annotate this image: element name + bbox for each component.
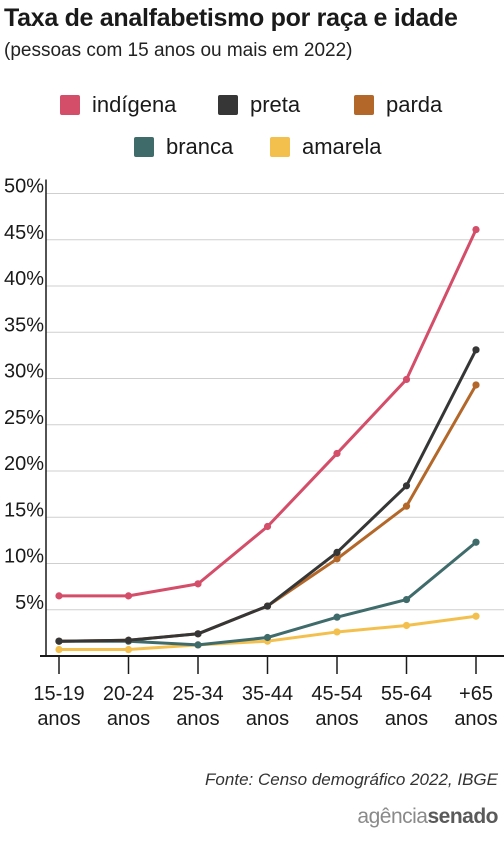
x-tick-label: 35-44 (242, 683, 293, 705)
x-tick-label: 15-19 (33, 683, 84, 705)
legend-swatch (354, 95, 374, 115)
y-tick-label: 35% (4, 314, 44, 336)
data-point-1-3 (263, 602, 272, 610)
x-tick-label-unit: anos (37, 708, 80, 730)
x-tick-label-unit: anos (176, 708, 219, 730)
x-tick-label: +65 (459, 683, 493, 705)
data-point-0-6 (472, 225, 480, 234)
series-line-0 (57, 228, 478, 598)
x-tick-label: 20-24 (103, 683, 154, 705)
series-line-3 (57, 540, 478, 647)
data-point-1-0 (55, 637, 63, 645)
legend-label: parda (386, 92, 443, 117)
x-tick-label-unit: anos (315, 708, 358, 730)
chart-subtitle: (pessoas com 15 anos ou mais em 2022) (4, 40, 353, 61)
data-point-3-2 (194, 641, 202, 649)
x-tick-label-unit: anos (107, 708, 150, 730)
x-tick-label: 25-34 (172, 683, 223, 705)
data-point-0-1 (124, 592, 133, 600)
legend-label: branca (166, 134, 234, 159)
data-point-0-3 (263, 522, 272, 531)
x-tick-label: 55-64 (381, 683, 432, 705)
legend-label: indígena (92, 92, 177, 117)
legend-label: amarela (302, 134, 382, 159)
legend-item-indigena: indígena (60, 92, 176, 118)
y-tick-label: 25% (4, 407, 44, 429)
data-point-3-4 (333, 613, 341, 621)
data-point-1-1 (124, 636, 133, 644)
data-point-0-0 (55, 592, 63, 600)
data-point-0-5 (402, 375, 411, 384)
source-note: Fonte: Censo demográfico 2022, IBGE (205, 770, 498, 789)
data-point-1-2 (194, 630, 202, 638)
data-point-3-6 (472, 538, 480, 546)
data-point-0-2 (194, 580, 202, 588)
data-point-2-6 (472, 381, 480, 389)
data-point-2-5 (402, 502, 411, 510)
data-point-4-6 (472, 612, 480, 620)
y-tick-label: 20% (4, 453, 44, 475)
legend-swatch (60, 95, 80, 115)
legend-item-preta: preta (218, 92, 300, 118)
y-tick-label: 10% (4, 546, 44, 568)
data-point-3-5 (402, 595, 411, 604)
data-point-4-4 (333, 628, 341, 636)
legend-swatch (270, 137, 290, 157)
legend-label: preta (250, 92, 301, 117)
y-tick-label: 5% (15, 592, 44, 614)
legend-item-parda: parda (354, 92, 442, 118)
y-tick-label: 40% (4, 268, 44, 290)
legend-item-branca: branca (134, 134, 233, 160)
x-tick-label-unit: anos (246, 708, 289, 730)
x-tick-label-unit: anos (385, 708, 428, 730)
data-point-4-0 (55, 645, 63, 654)
line-chart: 5% 10% 15% 20% 25% 30% 35% 40% 45% 50% 15-19 anos 20… (4, 176, 504, 730)
data-point-4-5 (402, 621, 411, 630)
legend-item-amarela: amarela (270, 134, 381, 160)
y-tick-label: 15% (4, 499, 44, 521)
y-tick-label: 50% (4, 176, 44, 198)
data-point-2-4 (333, 555, 341, 563)
chart-title: Taxa de analfabetismo por raça e idade (4, 4, 458, 32)
data-point-1-4 (333, 548, 341, 557)
data-point-1-6 (472, 346, 480, 354)
data-point-3-3 (263, 633, 272, 642)
data-point-1-5 (402, 482, 411, 490)
agency-logo: agênciasenado (357, 805, 498, 828)
y-tick-label: 45% (4, 222, 44, 244)
x-tick-label: 45-54 (311, 683, 362, 705)
y-tick-label: 30% (4, 361, 44, 383)
x-tick-label-unit: anos (454, 708, 497, 730)
data-point-0-4 (333, 449, 341, 458)
data-point-4-1 (124, 645, 133, 654)
legend-swatch (134, 137, 154, 157)
legend-swatch (218, 95, 238, 115)
